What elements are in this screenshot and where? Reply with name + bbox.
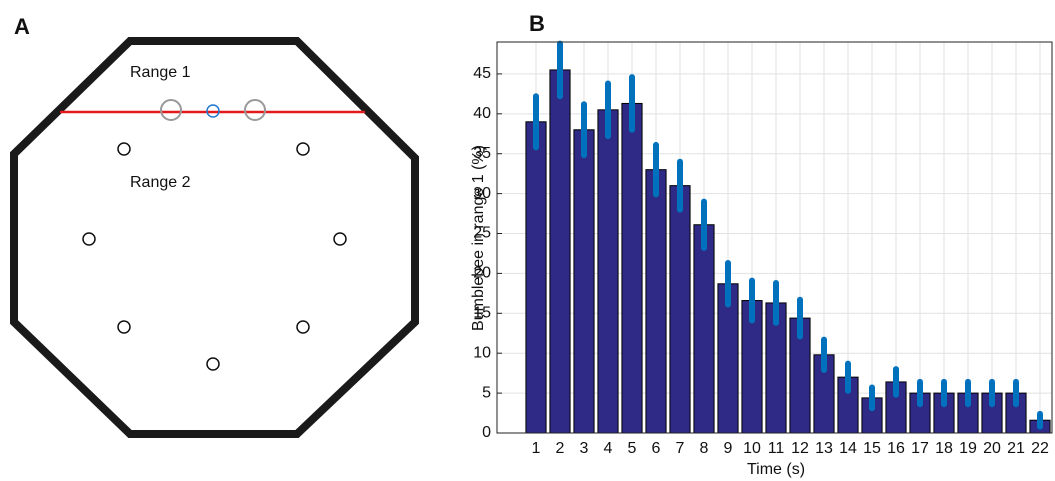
- y-tick-label: 45: [473, 65, 491, 82]
- plot-frame: [496, 41, 1053, 434]
- y-tick-label: 30: [473, 185, 491, 202]
- bar: [621, 102, 643, 434]
- x-tick-label: 14: [839, 440, 857, 457]
- x-tick-label: 4: [604, 440, 613, 457]
- x-axis-label: Time (s): [747, 461, 805, 478]
- x-tick-label: 21: [1007, 440, 1025, 457]
- y-tick-label: 15: [473, 305, 491, 322]
- y-tick-label: 0: [482, 424, 491, 441]
- grey-circle: [244, 99, 266, 121]
- x-tick-label: 17: [911, 440, 929, 457]
- bar: [597, 109, 619, 434]
- range-label: Range 2: [130, 174, 191, 191]
- y-tick-label: 10: [473, 344, 491, 361]
- y-tick-label: 40: [473, 105, 491, 122]
- y-tick-label: 20: [473, 265, 491, 282]
- x-tick-label: 13: [815, 440, 833, 457]
- bar: [669, 185, 691, 434]
- x-tick-label: 18: [935, 440, 953, 457]
- y-tick-label: 25: [473, 225, 491, 242]
- x-tick-label: 22: [1031, 440, 1049, 457]
- bar: [693, 224, 715, 434]
- x-tick-label: 11: [768, 440, 785, 457]
- x-tick-label: 20: [983, 440, 1001, 457]
- x-tick-label: 10: [743, 440, 761, 457]
- range-label: Range 1: [130, 64, 191, 81]
- x-tick-label: 6: [652, 440, 661, 457]
- x-tick-label: 8: [700, 440, 709, 457]
- x-tick-label: 3: [580, 440, 589, 457]
- markers: [82, 142, 347, 371]
- bar: [573, 129, 595, 434]
- x-tick-label: 1: [532, 440, 541, 457]
- x-tick-label: 12: [791, 440, 809, 457]
- bar: [549, 69, 571, 434]
- x-tick-label: 5: [628, 440, 637, 457]
- panel-label: B: [529, 11, 545, 36]
- panel-label: A: [14, 14, 30, 39]
- arena: [10, 37, 419, 438]
- x-tick-label: 16: [887, 440, 905, 457]
- x-tick-label: 7: [676, 440, 685, 457]
- y-tick-label: 35: [473, 145, 491, 162]
- bar: [525, 121, 547, 434]
- y-tick-label: 5: [482, 384, 491, 401]
- x-tick-label: 2: [556, 440, 565, 457]
- x-tick-label: 15: [863, 440, 881, 457]
- y-axis-label: Bumblebee in range 1 (%): [470, 145, 487, 331]
- x-tick-label: 19: [959, 440, 977, 457]
- grey-circle: [160, 99, 182, 121]
- bar: [645, 169, 667, 434]
- x-tick-label: 9: [724, 440, 733, 457]
- blue-circle: [206, 104, 220, 118]
